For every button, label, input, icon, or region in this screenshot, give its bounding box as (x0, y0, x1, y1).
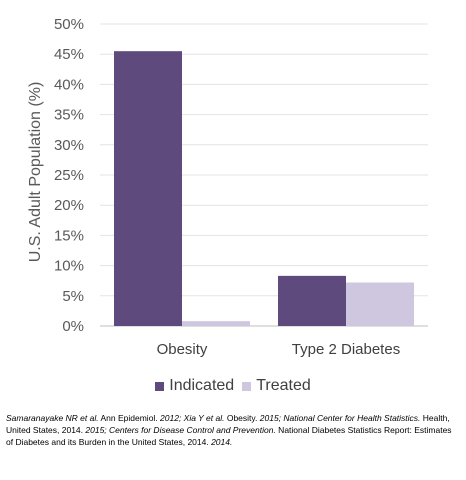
citation-segment: Samaranayake NR et al. (6, 413, 99, 423)
legend-swatch-treated (242, 381, 252, 391)
y-tick-label: 5% (62, 288, 84, 305)
y-tick-label: 35% (54, 107, 84, 124)
legend-item-indicated: Indicated (155, 377, 234, 395)
citation-segment: 2014. (211, 437, 233, 447)
x-axis-categories: Obesity Type 2 Diabetes (157, 341, 401, 358)
citation-segment: Ann Epidemiol. (98, 413, 161, 423)
legend: Indicated Treated (0, 377, 466, 395)
y-axis-ticks: 0% 5% 10% 15% 20% 25% 30% 35% 40% 45% 50% (54, 16, 84, 335)
y-tick-label: 50% (54, 16, 84, 33)
citation-text: Samaranayake NR et al. Ann Epidemiol. 20… (6, 412, 460, 448)
y-tick-label: 10% (54, 258, 84, 275)
x-category-label: Type 2 Diabetes (292, 341, 400, 358)
citation-segment: 2015; National Center for Health Statist… (259, 413, 421, 423)
bar-indicated-1 (114, 51, 182, 327)
legend-item-treated: Treated (242, 377, 311, 395)
legend-label-treated: Treated (256, 377, 311, 394)
legend-label-indicated: Indicated (169, 377, 235, 394)
bar-treated-1 (182, 321, 250, 326)
y-tick-label: 25% (54, 167, 84, 184)
citation-segment: Obesity. (224, 413, 260, 423)
bar-indicated-2 (278, 275, 346, 326)
y-tick-label: 30% (54, 137, 84, 154)
citation-segment: 2012; Xia Y et al. (160, 413, 225, 423)
bars (114, 51, 414, 327)
y-tick-label: 15% (54, 227, 84, 244)
citation-segment: 2015; Centers for Disease Control and Pr… (85, 425, 276, 435)
y-tick-label: 40% (54, 76, 84, 93)
citation-segment: Health, United States, 2014. (6, 413, 450, 435)
y-tick-label: 0% (62, 318, 84, 335)
legend-swatch-indicated (155, 381, 165, 391)
y-tick-label: 45% (54, 46, 84, 63)
bar-treated-2 (346, 282, 414, 326)
y-tick-label: 20% (54, 197, 84, 214)
bar-chart: 0% 5% 10% 15% 20% 25% 30% 35% 40% 45% 50% Obesity T… (27, 16, 428, 358)
citation-segment: National Diabetes Statistics Report: Est… (6, 425, 452, 447)
x-category-label: Obesity (157, 341, 208, 358)
y-axis-title: U.S. Adult Population (%) (27, 82, 44, 263)
